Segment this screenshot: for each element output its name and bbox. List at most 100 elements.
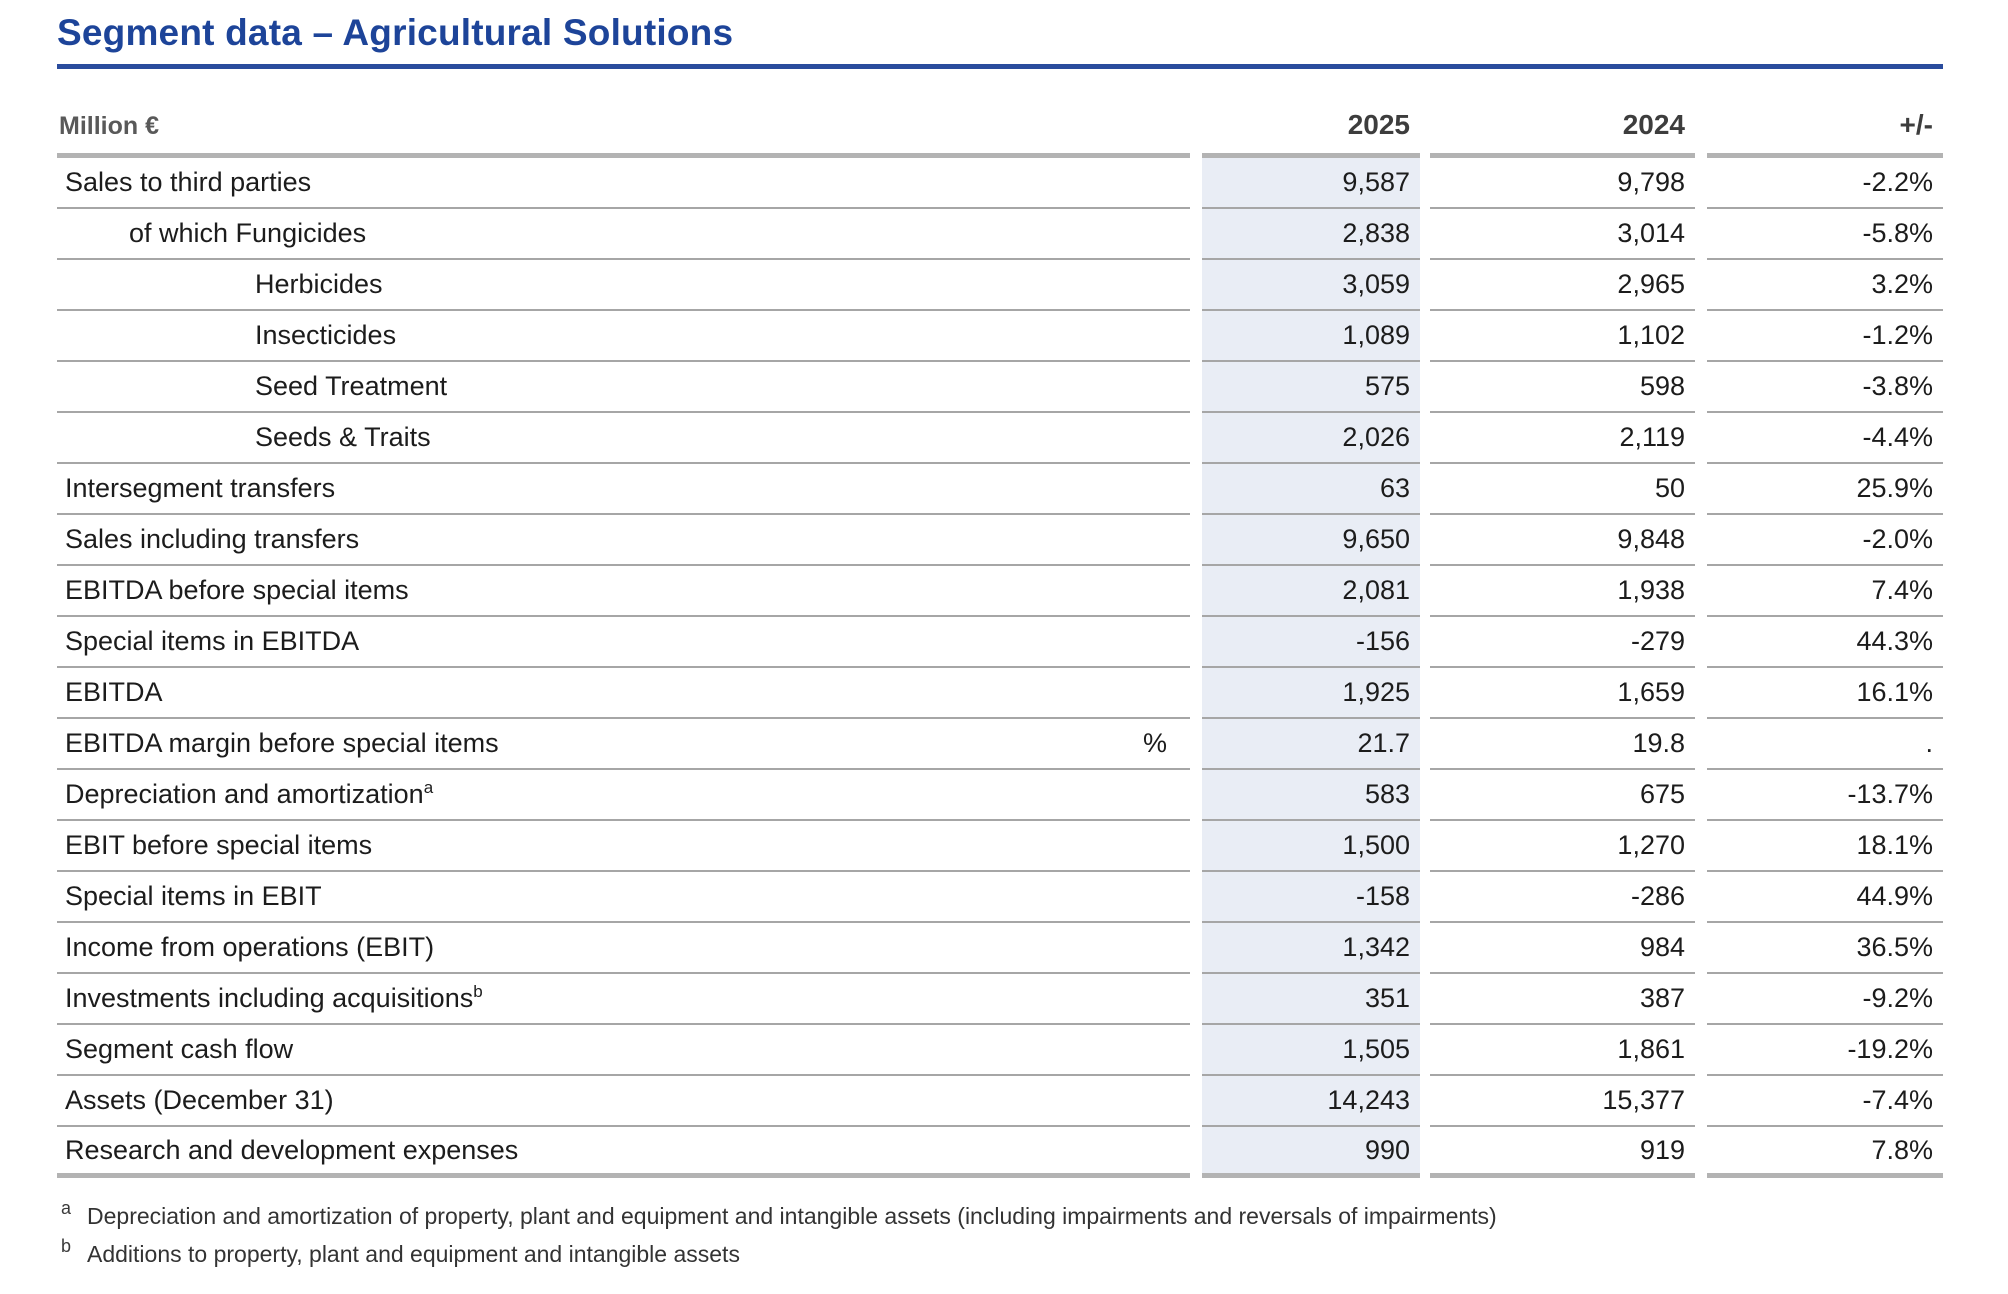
row-label: of which Fungicides	[129, 218, 367, 248]
table-row: Seed Treatment 575 598 -3.8%	[57, 362, 1943, 413]
value-2025: 2,081	[1202, 566, 1420, 617]
row-label: Special items in EBIT	[65, 881, 322, 911]
column-header-2024: 2024	[1430, 109, 1695, 158]
footnote-marker: a	[61, 1198, 72, 1218]
value-change: 16.1%	[1707, 668, 1943, 719]
table-row: Special items in EBITDA -156 -279 44.3%	[57, 617, 1943, 668]
value-change: -3.8%	[1707, 362, 1943, 413]
table-row: Sales including transfers 9,650 9,848 -2…	[57, 515, 1943, 566]
table-row: Sales to third parties 9,587 9,798 -2.2%	[57, 158, 1943, 209]
value-2025: 990	[1202, 1127, 1420, 1178]
row-unit: %	[1142, 728, 1167, 758]
value-2024: 1,938	[1430, 566, 1695, 617]
column-header-change: +/-	[1707, 109, 1943, 158]
value-2024: 15,377	[1430, 1076, 1695, 1127]
unit-header: Million €	[59, 112, 159, 140]
value-change: 18.1%	[1707, 821, 1943, 872]
row-label: Investments including acquisitionsb	[65, 982, 483, 1013]
row-label: Seed Treatment	[255, 371, 448, 401]
value-change: 7.4%	[1707, 566, 1943, 617]
value-2024: 598	[1430, 362, 1695, 413]
column-header-2025: 2025	[1202, 109, 1420, 158]
row-label: EBITDA	[65, 677, 163, 707]
row-label: EBITDA margin before special items	[65, 728, 499, 758]
row-label: Insecticides	[255, 320, 397, 350]
value-2025: 351	[1202, 974, 1420, 1025]
value-2025: 9,650	[1202, 515, 1420, 566]
row-label: Seeds & Traits	[255, 422, 431, 452]
unit-header-cell: Million €	[57, 112, 1190, 158]
value-2024: 1,102	[1430, 311, 1695, 362]
value-change: -7.4%	[1707, 1076, 1943, 1127]
table-row: EBIT before special items 1,500 1,270 18…	[57, 821, 1943, 872]
value-change: -2.2%	[1707, 158, 1943, 209]
value-2025: 63	[1202, 464, 1420, 515]
table-row: Seeds & Traits 2,026 2,119 -4.4%	[57, 413, 1943, 464]
table-row: Research and development expenses 990 91…	[57, 1127, 1943, 1178]
value-2024: 3,014	[1430, 209, 1695, 260]
title-underline	[57, 64, 1943, 69]
table-row: Segment cash flow 1,505 1,861 -19.2%	[57, 1025, 1943, 1076]
row-label: Income from operations (EBIT)	[65, 932, 435, 962]
value-2025: 583	[1202, 770, 1420, 821]
footnote-text: Additions to property, plant and equipme…	[87, 1241, 740, 1267]
value-change: -4.4%	[1707, 413, 1943, 464]
value-2025: 3,059	[1202, 260, 1420, 311]
value-change: -9.2%	[1707, 974, 1943, 1025]
value-change: .	[1707, 719, 1943, 770]
table-row: Income from operations (EBIT) 1,342 984 …	[57, 923, 1943, 974]
row-label: Depreciation and amortizationa	[65, 778, 434, 809]
value-change: 44.3%	[1707, 617, 1943, 668]
row-label: EBITDA before special items	[65, 575, 409, 605]
value-2025: 1,505	[1202, 1025, 1420, 1076]
table-row: EBITDA 1,925 1,659 16.1%	[57, 668, 1943, 719]
footnote: a Depreciation and amortization of prope…	[57, 1198, 1943, 1232]
table-body: Sales to third parties 9,587 9,798 -2.2%…	[57, 158, 1943, 1178]
value-2025: 1,500	[1202, 821, 1420, 872]
table-row: Depreciation and amortizationa 583 675 -…	[57, 770, 1943, 821]
value-2024: 19.8	[1430, 719, 1695, 770]
value-2025: 575	[1202, 362, 1420, 413]
value-change: 36.5%	[1707, 923, 1943, 974]
value-2024: 919	[1430, 1127, 1695, 1178]
value-2024: 984	[1430, 923, 1695, 974]
row-label: Segment cash flow	[65, 1034, 294, 1064]
row-label: Assets (December 31)	[65, 1085, 334, 1115]
value-2024: 9,848	[1430, 515, 1695, 566]
value-change: -19.2%	[1707, 1025, 1943, 1076]
table-row: Special items in EBIT -158 -286 44.9%	[57, 872, 1943, 923]
page-title: Segment data – Agricultural Solutions	[57, 12, 734, 53]
row-label: EBIT before special items	[65, 830, 373, 860]
value-2025: 1,089	[1202, 311, 1420, 362]
value-2024: 50	[1430, 464, 1695, 515]
value-2025: 9,587	[1202, 158, 1420, 209]
table-row: Assets (December 31) 14,243 15,377 -7.4%	[57, 1076, 1943, 1127]
value-2024: -286	[1430, 872, 1695, 923]
value-change: 25.9%	[1707, 464, 1943, 515]
row-label: Special items in EBITDA	[65, 626, 360, 656]
value-2024: 1,861	[1430, 1025, 1695, 1076]
row-label: Research and development expenses	[65, 1134, 519, 1165]
value-2025: -158	[1202, 872, 1420, 923]
value-2025: 21.7	[1202, 719, 1420, 770]
value-2024: -279	[1430, 617, 1695, 668]
value-2025: 14,243	[1202, 1076, 1420, 1127]
value-2025: 2,026	[1202, 413, 1420, 464]
footnote-text: Depreciation and amortization of propert…	[87, 1203, 1497, 1229]
value-2025: -156	[1202, 617, 1420, 668]
value-2024: 2,119	[1430, 413, 1695, 464]
value-2024: 675	[1430, 770, 1695, 821]
value-2024: 1,270	[1430, 821, 1695, 872]
value-2024: 1,659	[1430, 668, 1695, 719]
footnote: b Additions to property, plant and equip…	[57, 1236, 1943, 1270]
value-2025: 1,925	[1202, 668, 1420, 719]
table-row: Intersegment transfers 63 50 25.9%	[57, 464, 1943, 515]
value-change: -5.8%	[1707, 209, 1943, 260]
table-row: EBITDA before special items 2,081 1,938 …	[57, 566, 1943, 617]
table-row: of which Fungicides 2,838 3,014 -5.8%	[57, 209, 1943, 260]
row-label: Herbicides	[255, 269, 383, 299]
row-label: Sales including transfers	[65, 524, 360, 554]
value-change: -1.2%	[1707, 311, 1943, 362]
table-row: Herbicides 3,059 2,965 3.2%	[57, 260, 1943, 311]
